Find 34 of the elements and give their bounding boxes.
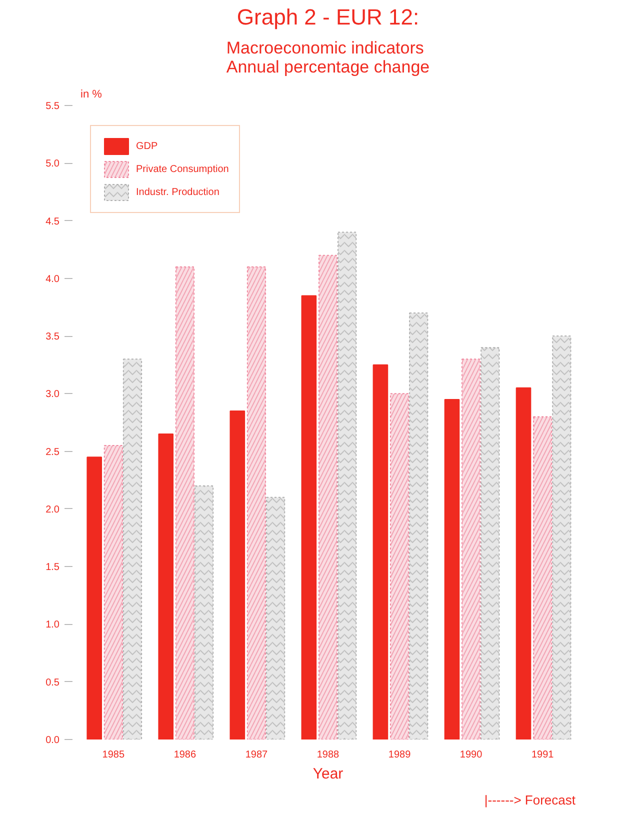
x-tick-label: 1988	[316, 750, 340, 760]
x-tick-label: 1991	[531, 750, 554, 760]
y-tick-label: 5.0	[46, 158, 60, 170]
bar	[444, 398, 460, 740]
text: |------> Forecast	[484, 792, 576, 808]
y-tick-label: 2.0	[46, 504, 60, 516]
y-tick-label: 3.0	[46, 389, 60, 400]
chart-title: Graph 2 - EUR 12:	[236, 4, 420, 30]
chart-subtitle: Macroeconomic indicators Annual percentage change	[226, 38, 430, 76]
y-tick-label: 1.5	[46, 562, 60, 574]
x-tick-label: 1989	[388, 750, 412, 760]
x-tick-label: 1986	[174, 750, 197, 760]
x-tick-label: 1985	[102, 750, 125, 760]
bar	[516, 387, 532, 740]
bar	[230, 410, 246, 740]
x-tick-label: 1990	[460, 750, 483, 760]
x-tick-label: 1987	[245, 750, 268, 760]
y-tick-label: 0.5	[46, 677, 60, 688]
y-tick-label: 1.0	[46, 620, 60, 631]
bar	[301, 295, 317, 740]
bar	[86, 456, 102, 740]
x-axis-title: Year	[312, 766, 344, 782]
y-tick-label: 4.5	[46, 216, 60, 228]
bar	[372, 364, 388, 740]
y-tick-label: 3.5	[46, 332, 60, 343]
y-tick-label: 0.0	[46, 735, 60, 746]
bar	[158, 434, 174, 740]
legend-label: GDP	[136, 140, 158, 152]
y-tick-label: 5.5	[46, 101, 60, 112]
y-axis-title: in %	[80, 88, 102, 100]
y-tick-label: 2.5	[46, 446, 60, 458]
y-tick-label: 4.0	[46, 274, 60, 285]
legend-label: Private Consumption	[136, 164, 229, 174]
legend-label: Industr. Production	[136, 186, 220, 198]
